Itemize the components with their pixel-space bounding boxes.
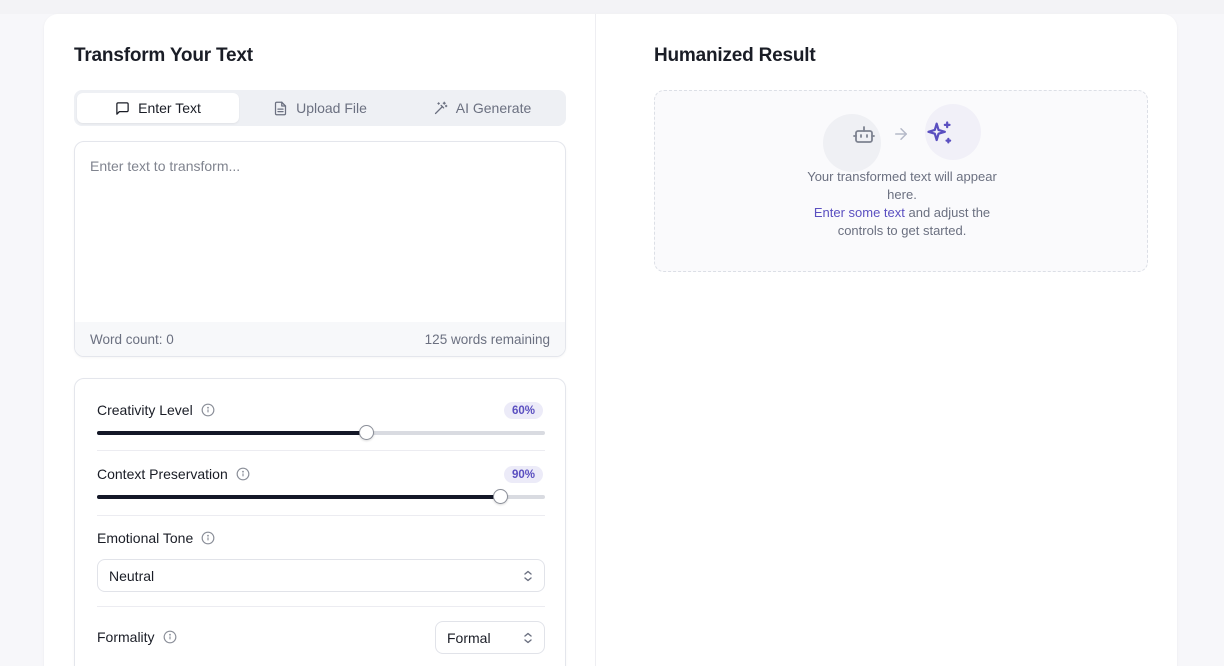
creativity-label: Creativity Level [97,402,215,418]
tone-label: Emotional Tone [97,530,215,546]
tab-ai-generate[interactable]: AI Generate [401,93,563,123]
enter-text-link[interactable]: Enter some text [813,205,905,220]
word-count: Word count: 0 [90,331,174,347]
result-empty-state: Your transformed text will appear here. … [654,90,1148,272]
top-strip [0,0,1224,14]
tone-select[interactable]: Neutral [97,559,545,592]
formality-select[interactable]: Formal [435,621,545,654]
file-text-icon [274,101,287,115]
panel-divider [595,14,596,666]
creativity-slider[interactable] [97,425,545,440]
tone-selected-value: Neutral [109,567,155,584]
input-mode-tabs: Enter Text Upload File AI Generate [74,90,566,126]
separator [97,515,545,516]
icon-backdrop [925,104,981,160]
info-icon[interactable] [236,467,250,481]
text-input-box: Word count: 0 125 words remaining [74,141,566,357]
tab-enter-text-label: Enter Text [138,100,201,116]
empty-state-line1: Your transformed text will appear here. [807,169,997,202]
text-input[interactable] [75,142,565,323]
magic-wand-icon [434,101,448,114]
context-value-badge: 90% [503,466,543,483]
icon-backdrop [823,114,881,172]
info-icon[interactable] [201,403,215,417]
creativity-label-text: Creativity Level [97,402,193,418]
creativity-slider-fill [97,431,366,435]
info-icon[interactable] [163,630,177,644]
context-slider-fill [97,495,501,499]
context-slider[interactable] [97,489,545,504]
info-icon[interactable] [201,531,215,545]
arrow-right-icon [895,128,907,140]
separator [97,606,545,607]
transform-title: Transform Your Text [74,45,253,66]
tab-upload-file-label: Upload File [296,100,367,116]
bot-icon [853,126,875,143]
sparkles-icon [927,121,952,144]
result-title: Humanized Result [654,45,816,66]
formality-label-text: Formality [97,629,155,645]
words-remaining: 125 words remaining [424,331,550,347]
chevron-up-down-icon [524,632,532,643]
context-label: Context Preservation [97,466,250,482]
main-card: Transform Your Text Enter Text Upload Fi… [44,14,1177,666]
chevron-up-down-icon [524,570,532,581]
formality-label: Formality [97,629,177,645]
tab-upload-file[interactable]: Upload File [239,93,401,123]
creativity-slider-thumb[interactable] [358,425,374,440]
creativity-value-badge: 60% [503,402,543,419]
transform-controls: Creativity Level 60% Context Preservatio… [74,378,566,666]
separator [97,450,545,451]
text-input-footer: Word count: 0 125 words remaining [75,322,565,356]
context-label-text: Context Preservation [97,466,228,482]
message-square-icon [116,101,129,115]
context-slider-thumb[interactable] [493,489,509,504]
empty-state-message: Your transformed text will appear here. … [795,168,1009,240]
empty-state-line2: and adjust the controls to get started. [837,205,991,238]
tone-label-text: Emotional Tone [97,530,194,546]
tab-enter-text[interactable]: Enter Text [77,93,239,123]
formality-selected-value: Formal [447,629,491,646]
tab-ai-generate-label: AI Generate [455,100,532,116]
